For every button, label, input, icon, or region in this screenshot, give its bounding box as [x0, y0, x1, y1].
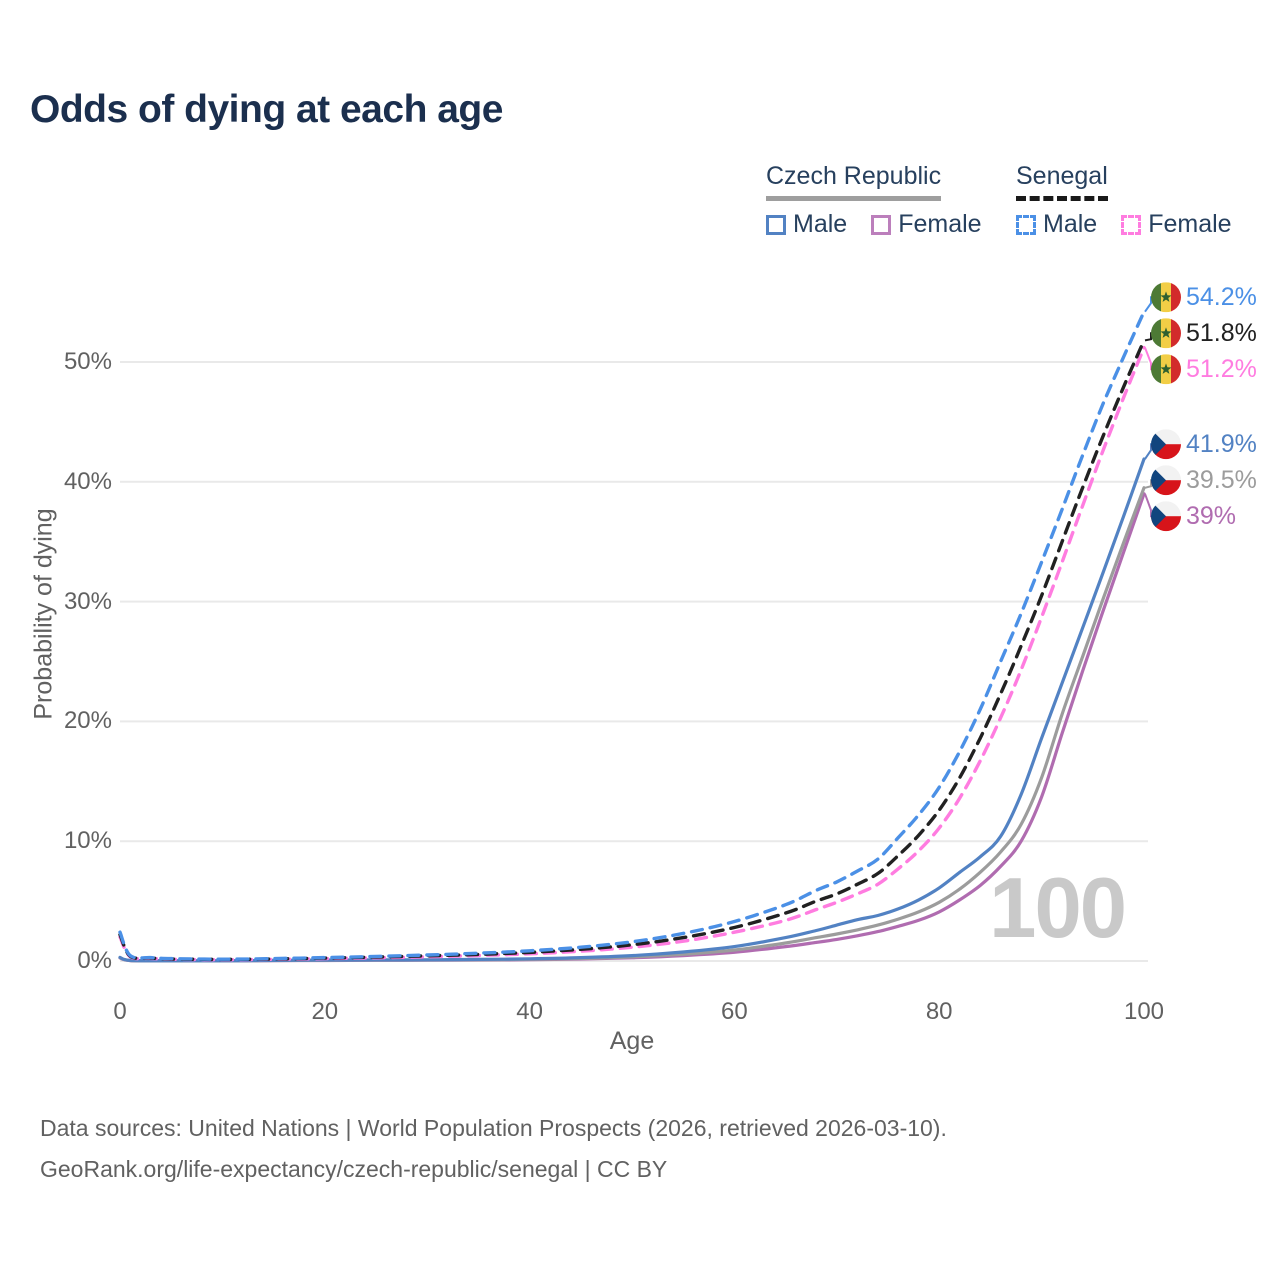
x-tick-label: 100	[1123, 998, 1165, 1025]
legend-swatch-czech-republic-male	[766, 214, 786, 235]
legend-swatch-senegal-female	[1121, 214, 1142, 235]
legend-item-czech-republic-female[interactable]: Female	[871, 210, 982, 239]
series-line-czech-male	[118, 457, 1146, 963]
legend-label: Female	[1148, 210, 1232, 238]
end-value-label-senegal-total: 51.8%	[1186, 319, 1257, 348]
end-value-label-czech-female: 39%	[1186, 502, 1237, 531]
age-watermark: 100	[989, 861, 1127, 956]
legend-label: Female	[898, 210, 982, 238]
legend-swatch-senegal-male	[1016, 214, 1036, 235]
page-title: Odds of dying at each age	[30, 88, 503, 131]
y-tick-label: 20%	[63, 707, 112, 735]
senegal-flag-icon	[1151, 318, 1181, 349]
end-value-label-czech-total: 39.5%	[1186, 466, 1257, 495]
legend-group-czech-republic: Czech Republic Male Female	[766, 162, 982, 239]
legend-swatch-czech-republic-female	[871, 214, 892, 235]
legend-item-czech-republic-male[interactable]: Male	[766, 210, 847, 239]
legend-group-senegal: Senegal Male Female	[1016, 162, 1232, 239]
czech-flag-icon	[1151, 429, 1181, 460]
x-tick-label: 80	[925, 998, 953, 1025]
legend-label: Male	[793, 210, 848, 238]
senegal-flag-icon	[1151, 354, 1181, 385]
legend-country-senegal: Senegal	[1016, 162, 1108, 201]
end-value-label-czech-male: 41.9%	[1186, 430, 1257, 459]
y-tick-label: 10%	[63, 827, 112, 855]
senegal-flag-icon	[1151, 282, 1181, 313]
czech-flag-icon	[1151, 501, 1181, 532]
series-line-senegal-male	[118, 310, 1146, 961]
x-tick-label: 20	[311, 998, 339, 1025]
footer-data-sources: Data sources: United Nations | World Pop…	[40, 1115, 947, 1141]
y-tick-label: 30%	[63, 587, 112, 615]
y-tick-label: 50%	[63, 348, 112, 375]
series-line-senegal-female	[118, 345, 1146, 962]
x-axis-title: Age	[609, 1027, 655, 1055]
end-value-label-senegal-male: 54.2%	[1186, 283, 1257, 312]
x-tick-label: 40	[516, 998, 543, 1025]
footer-attribution-link: GeoRank.org/life-expectancy/czech-republ…	[40, 1156, 668, 1182]
legend-item-senegal-male[interactable]: Male	[1016, 210, 1097, 239]
series-line-czech-female	[118, 492, 1146, 963]
series-line-czech-total	[118, 486, 1146, 963]
x-tick-label: 60	[721, 998, 748, 1025]
legend-item-senegal-female[interactable]: Female	[1121, 210, 1232, 239]
end-value-label-senegal-female: 51.2%	[1186, 355, 1257, 384]
series-line-senegal-total	[118, 338, 1146, 962]
y-tick-label: 0%	[77, 947, 112, 974]
y-tick-label: 40%	[63, 467, 112, 495]
footer: Data sources: United Nations | World Pop…	[40, 1108, 947, 1190]
x-tick-label: 0	[113, 998, 127, 1025]
legend-label: Male	[1043, 210, 1098, 238]
legend-country-czech-republic: Czech Republic	[766, 162, 942, 201]
czech-flag-icon	[1151, 465, 1181, 496]
